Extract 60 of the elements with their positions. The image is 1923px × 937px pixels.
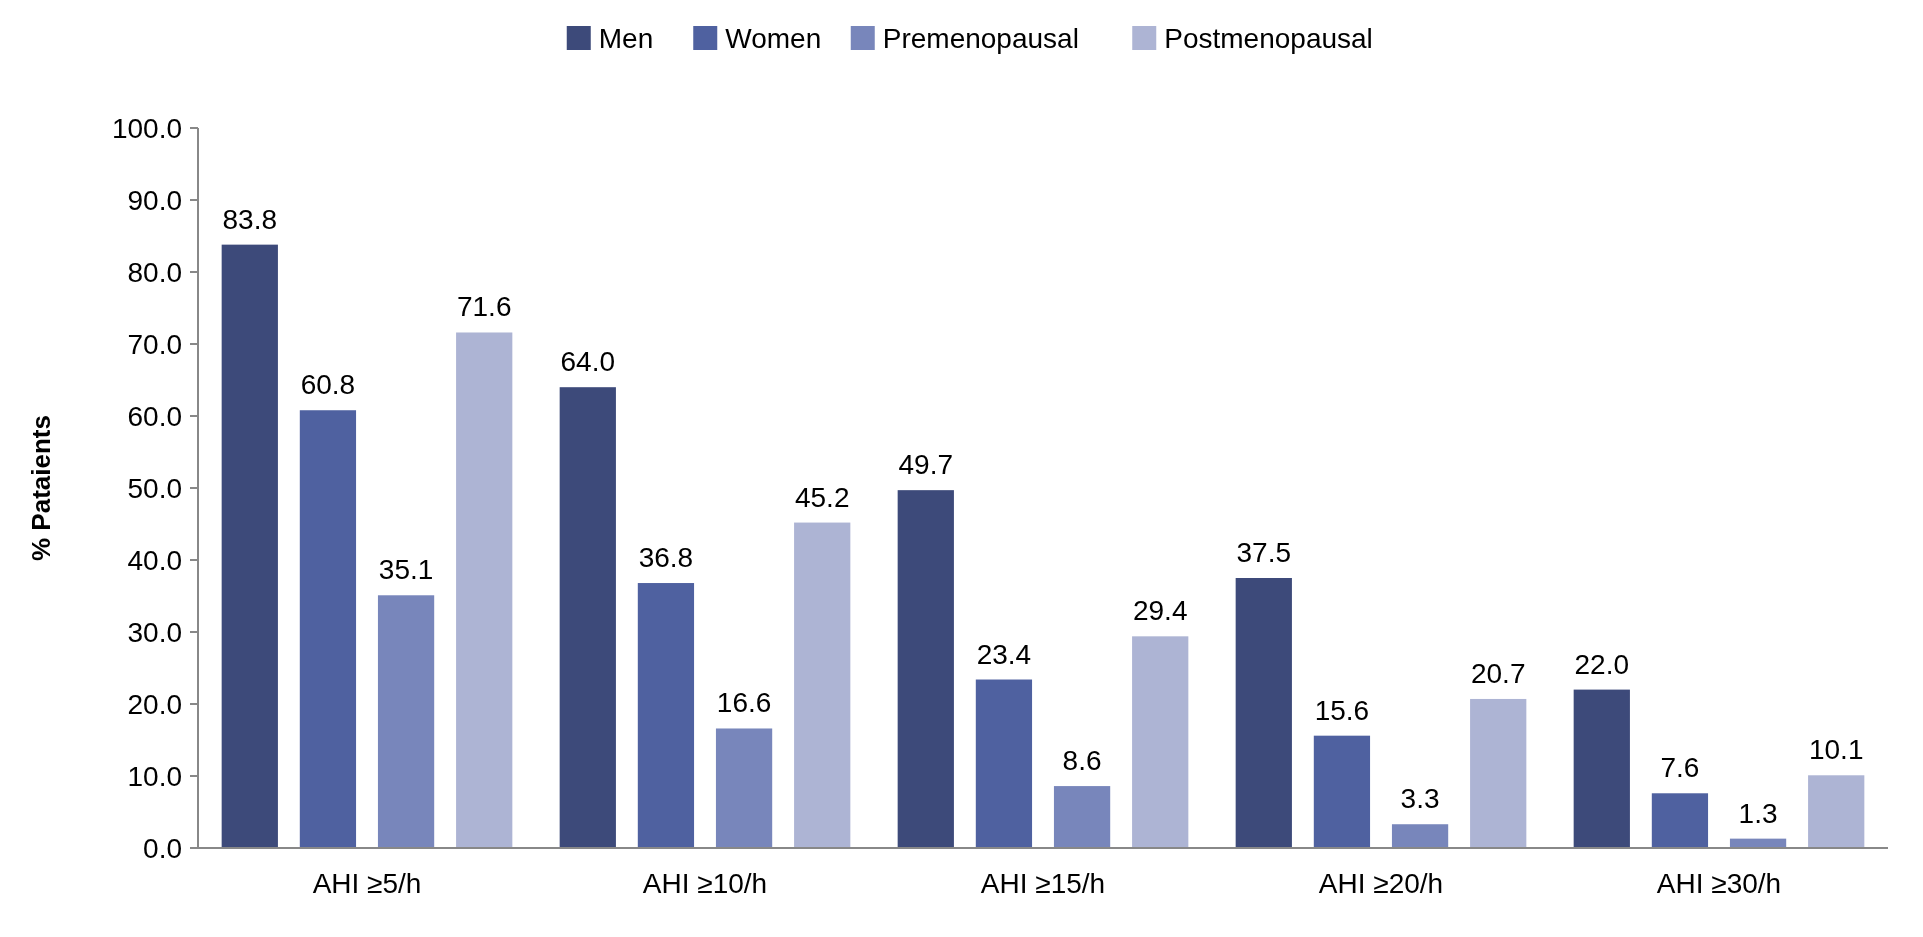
y-tick-label: 50.0 [127,472,182,504]
y-tick-label: 100.0 [111,112,182,144]
data-label: 8.6 [1062,745,1102,777]
legend-label: Men [598,22,654,54]
x-tick-label: AHI ≥20/h [1318,868,1444,899]
bar [1808,775,1865,848]
y-tick-label: 40.0 [127,544,182,576]
bar [1651,793,1709,848]
data-label: 37.5 [1236,537,1292,568]
bar [1132,636,1189,848]
data-label: 23.4 [976,638,1032,670]
y-tick-label: 20.0 [127,688,182,720]
data-label: 71.6 [456,291,512,323]
y-axis-title: % Pataients [26,415,56,561]
bar [377,595,435,848]
y-tick-label: 30.0 [127,616,182,648]
bar [1313,735,1371,848]
data-label: 3.3 [1400,783,1440,815]
y-tick-label: 70.0 [127,328,182,360]
data-label: 29.4 [1132,595,1188,627]
data-label: 64.0 [560,346,616,378]
data-label: 15.6 [1314,694,1370,726]
y-tick-label: 90.0 [127,184,182,216]
data-label: 20.7 [1470,657,1526,689]
bar [299,410,357,848]
legend-label: Premenopausal [882,22,1079,54]
bar [221,244,278,848]
data-label: 60.8 [300,369,356,401]
y-tick-label: 0.0 [143,832,182,864]
x-tick-label: AHI ≥30/h [1656,868,1782,899]
bar [897,490,954,848]
bar [1573,689,1630,848]
data-label: 22.0 [1574,648,1630,680]
bar [559,387,616,848]
bar [1053,786,1111,848]
bar [456,332,513,848]
bar [975,679,1033,848]
data-label: 16.6 [716,687,772,719]
data-label: 7.6 [1660,752,1700,784]
bar [1391,824,1449,848]
data-label: 49.7 [898,449,954,481]
x-tick-label: AHI ≥10/h [642,868,768,899]
data-label: 83.8 [222,203,278,235]
data-label: 10.1 [1808,734,1864,766]
bar [715,728,773,848]
bar [794,522,851,848]
data-label: 35.1 [378,554,434,586]
legend-label: Women [725,22,822,54]
legend-label: Postmenopausal [1164,22,1373,54]
bar [1470,698,1527,848]
y-tick-label: 60.0 [127,400,182,432]
data-label: 45.2 [794,481,850,513]
y-tick-label: 10.0 [127,760,182,792]
data-label: 36.8 [638,542,694,574]
bar [637,583,695,848]
x-tick-label: AHI ≥5/h [312,868,422,899]
data-label: 1.3 [1738,797,1778,829]
bar [1235,578,1292,848]
y-tick-label: 80.0 [127,256,182,288]
x-tick-label: AHI ≥15/h [980,868,1106,899]
